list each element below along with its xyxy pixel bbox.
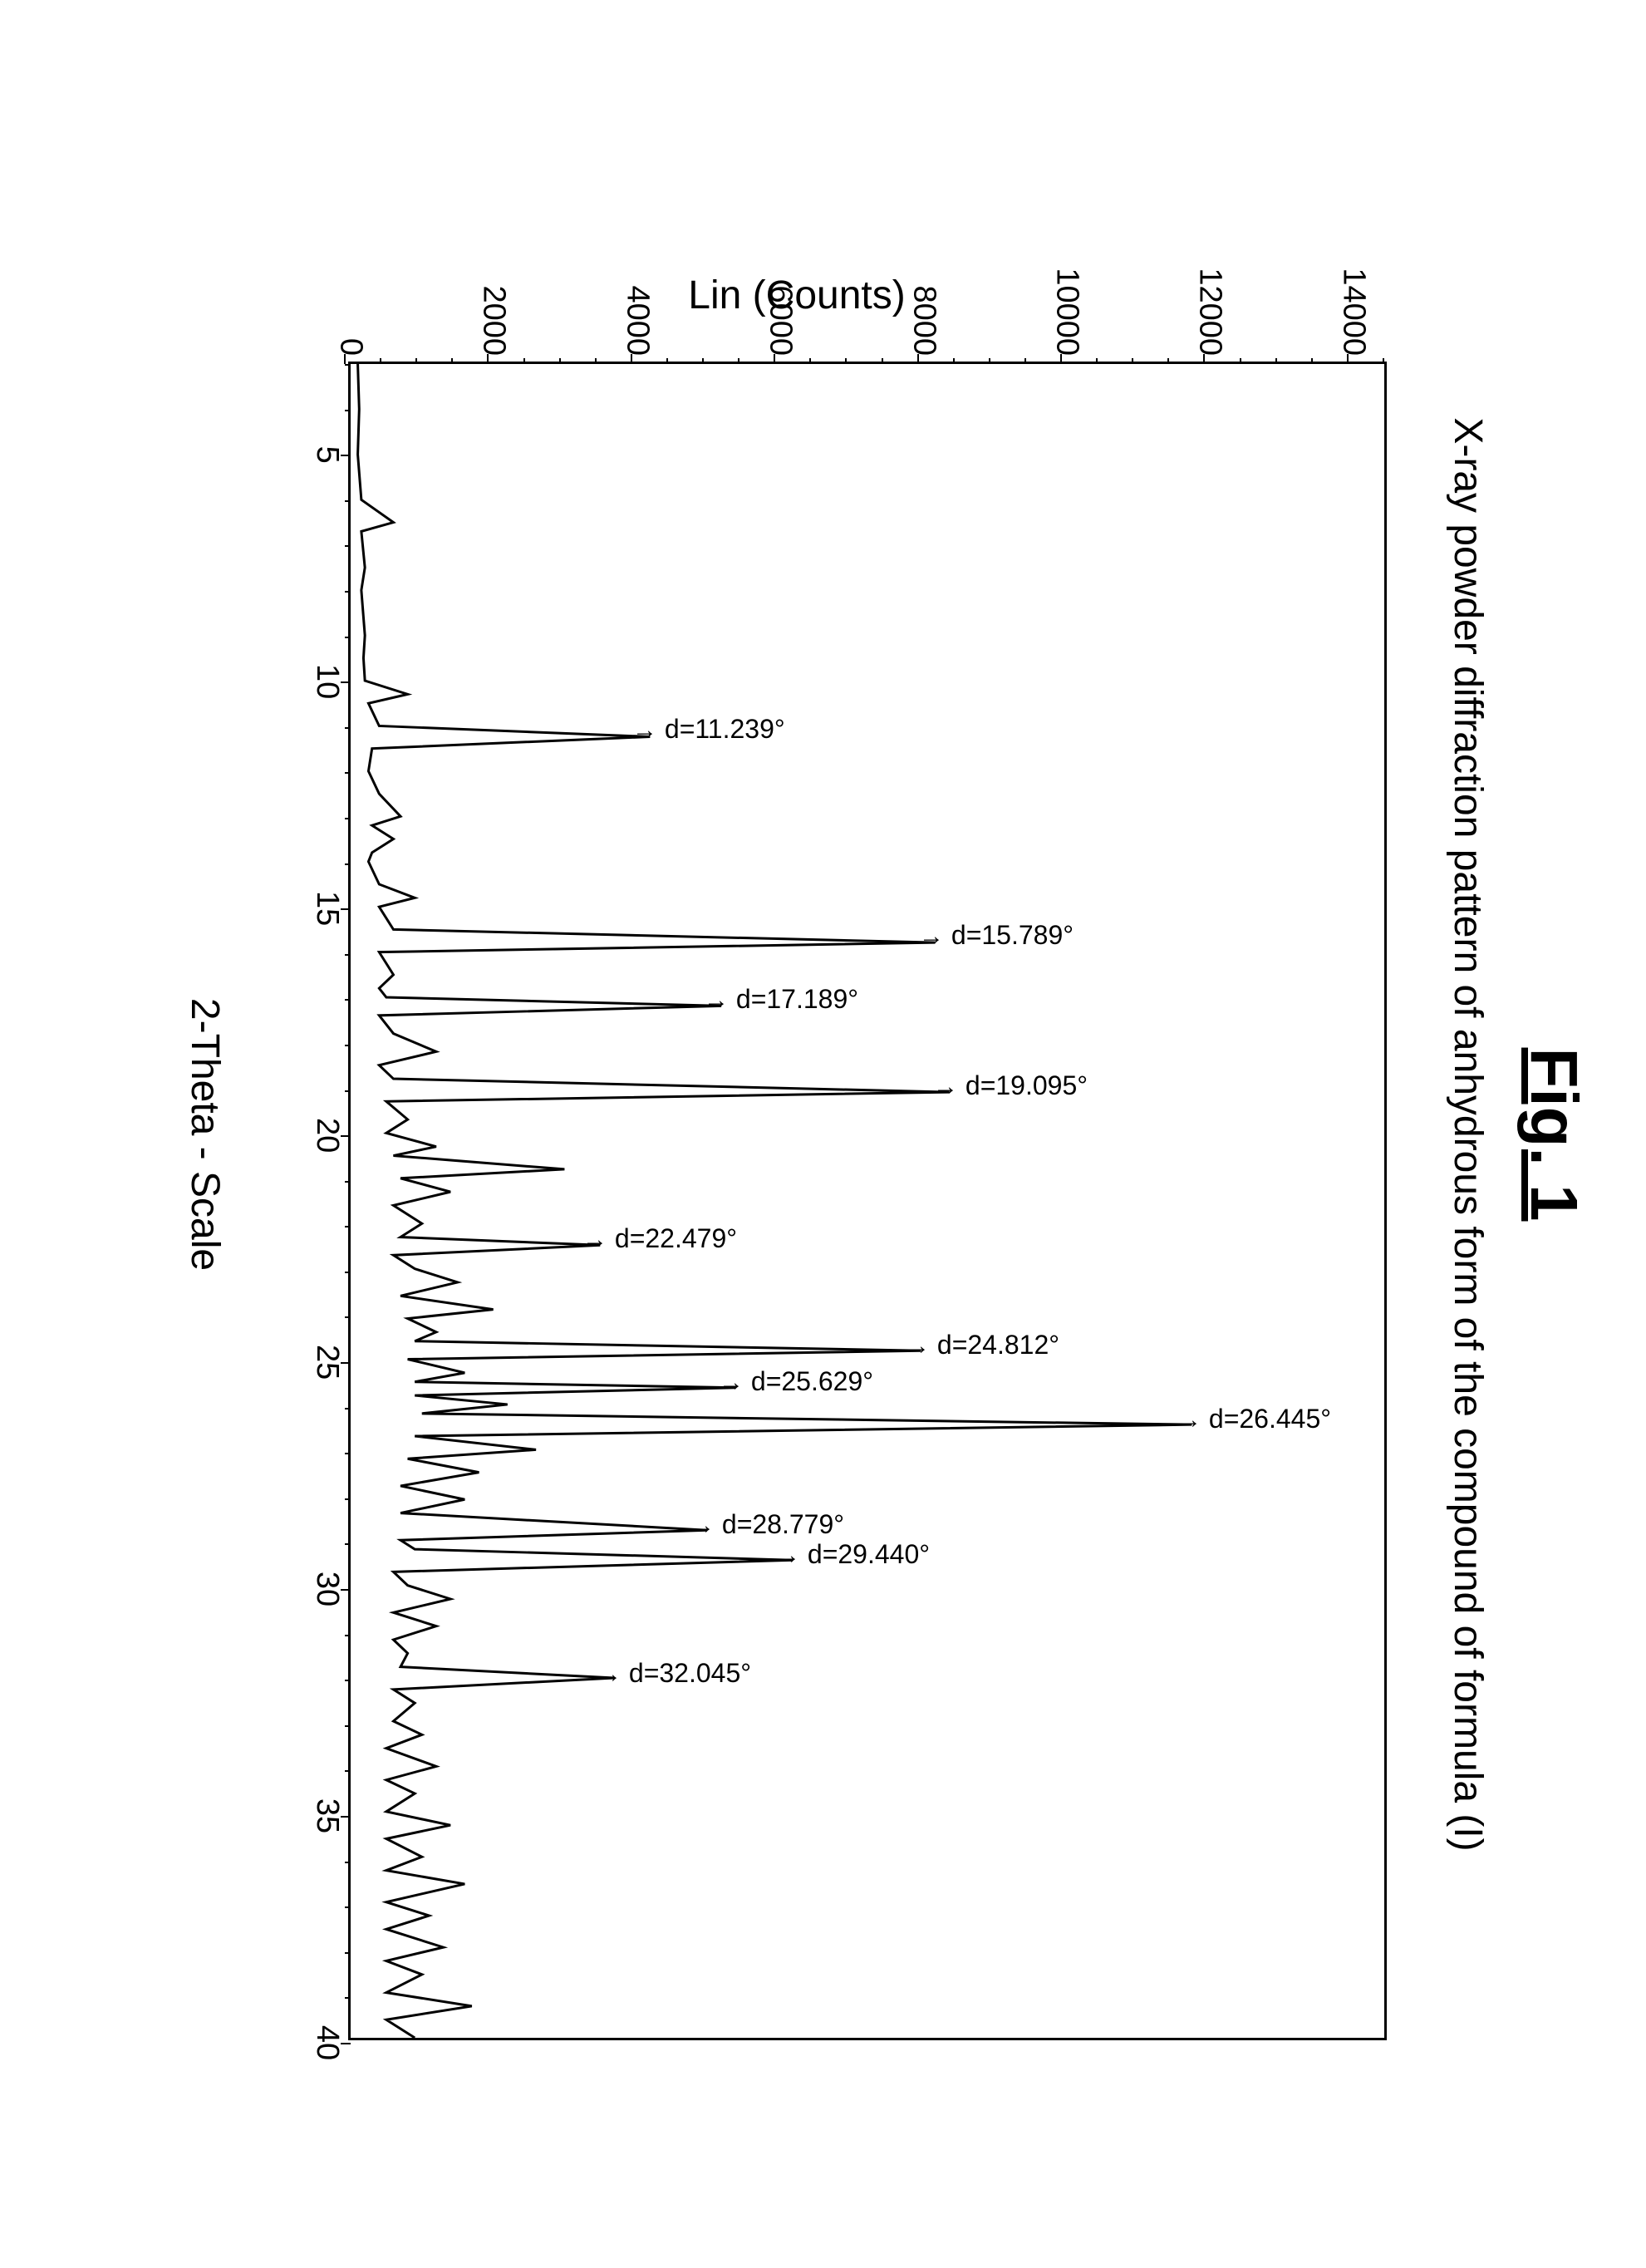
figure-title: Fig. 1 bbox=[1516, 96, 1592, 2173]
peak-label: → d=24.812° bbox=[904, 1329, 1059, 1360]
y-tick-label: 0 bbox=[332, 264, 368, 356]
peak-label: → d=15.789° bbox=[918, 920, 1073, 951]
peak-label: → d=28.779° bbox=[690, 1509, 844, 1540]
peak-label: → d=11.239° bbox=[632, 713, 785, 744]
x-tick-label: 5 bbox=[309, 445, 345, 463]
figure-subtitle: X-ray powder diffraction pattern of anhy… bbox=[1445, 96, 1491, 2173]
y-tick-label: 6000 bbox=[762, 264, 798, 356]
x-tick-label: 25 bbox=[309, 1344, 345, 1379]
x-tick-label: 15 bbox=[309, 890, 345, 925]
x-tick-label: 30 bbox=[309, 1571, 345, 1606]
peak-label: → d=26.445° bbox=[1177, 1403, 1331, 1434]
y-tick-label: 10000 bbox=[1049, 264, 1084, 356]
plot-box: 0200040006000800010000120001400051015202… bbox=[348, 362, 1387, 2040]
x-tick-label: 10 bbox=[309, 664, 345, 699]
peak-label: → d=32.045° bbox=[596, 1657, 750, 1688]
peak-label: → d=22.479° bbox=[582, 1223, 736, 1254]
xrpd-chart: Lin (Counts) 2-Theta - Scale 02000400060… bbox=[174, 179, 1420, 2090]
peak-label: → d=17.189° bbox=[704, 983, 858, 1014]
peak-label: → d=25.629° bbox=[718, 1366, 872, 1397]
x-axis-label: 2-Theta - Scale bbox=[182, 997, 228, 1270]
x-tick-label: 40 bbox=[309, 2024, 345, 2059]
y-tick-label: 2000 bbox=[475, 264, 511, 356]
peak-label: → d=29.440° bbox=[775, 1539, 930, 1570]
x-tick-label: 35 bbox=[309, 1798, 345, 1833]
y-tick-label: 14000 bbox=[1335, 264, 1371, 356]
y-tick-label: 12000 bbox=[1192, 264, 1227, 356]
y-tick-label: 8000 bbox=[906, 264, 941, 356]
peak-label: → d=19.095° bbox=[933, 1070, 1088, 1100]
x-tick-label: 20 bbox=[309, 1117, 345, 1152]
trace-line bbox=[351, 364, 1384, 2038]
y-tick-label: 4000 bbox=[619, 264, 655, 356]
